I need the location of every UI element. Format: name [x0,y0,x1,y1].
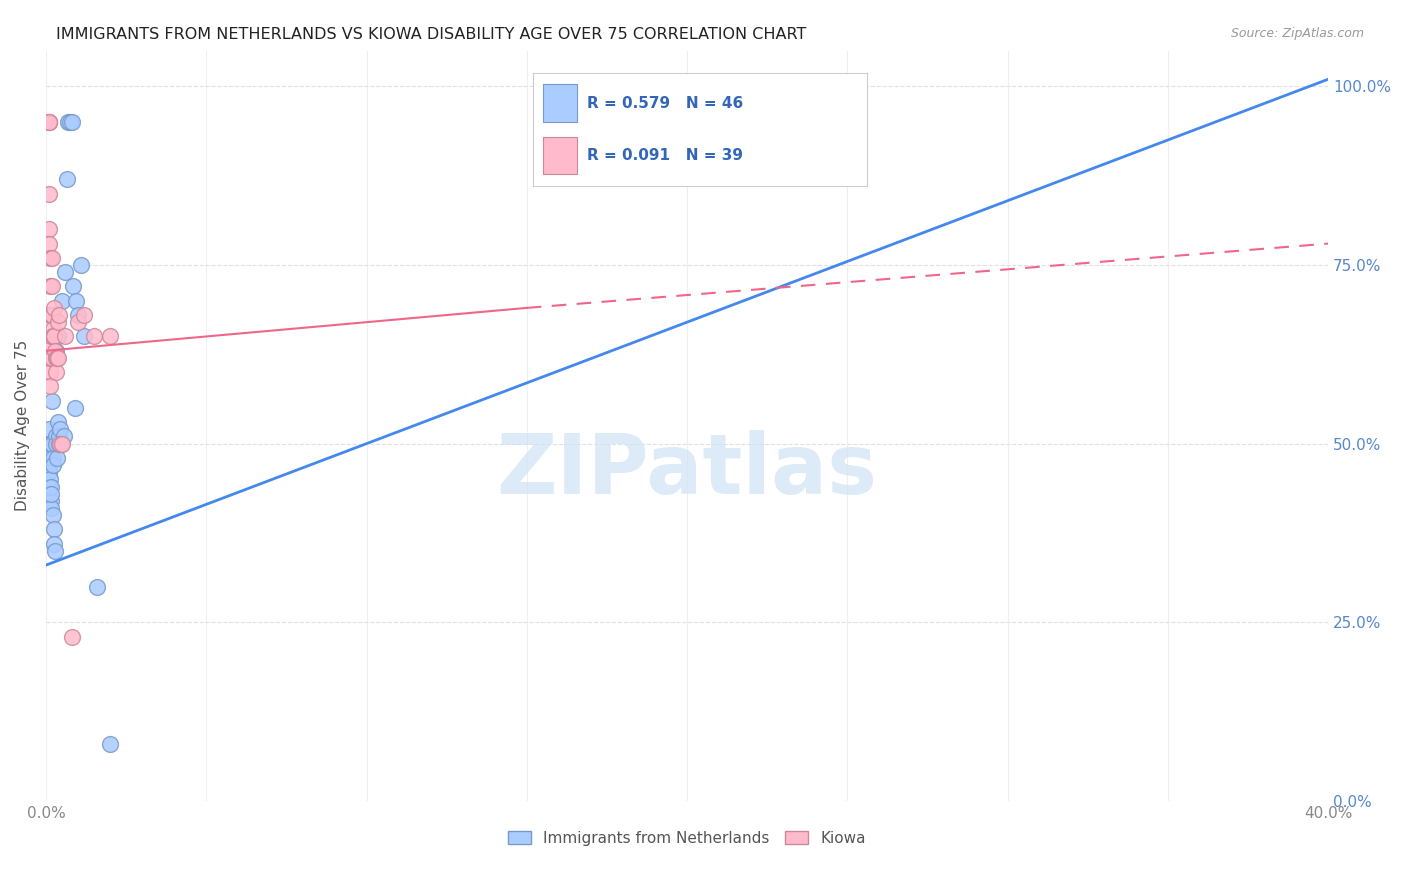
Point [73,329,96,343]
Point [48,436,70,450]
Point [38,186,60,201]
Point [39,500,62,515]
Point [66,308,89,322]
Point [41,308,63,322]
Point [65,293,87,308]
Point [45,429,67,443]
Point [39,493,62,508]
Point [39,379,62,393]
Point [98,737,121,751]
Point [42,522,65,536]
Point [39,472,62,486]
Point [83,329,105,343]
Point [49,436,72,450]
Point [46,415,69,429]
Point [38,436,60,450]
Point [86,580,108,594]
Point [38,436,60,450]
Point [41,251,63,265]
Point [46,329,69,343]
Point [39,486,62,500]
Point [51,436,73,450]
Point [45,343,67,358]
Point [45,450,67,465]
Point [42,301,65,315]
Point [39,308,62,322]
Point [38,115,60,129]
Point [39,329,62,343]
Point [59,115,82,129]
Point [39,365,62,379]
Point [42,508,65,522]
Point [60,115,83,129]
Point [39,336,62,351]
Point [53,329,76,343]
Text: ZIPatlas: ZIPatlas [496,430,877,511]
Point [52,429,75,443]
Point [60,630,83,644]
Point [38,115,60,129]
Point [48,429,70,443]
Point [53,265,76,279]
Point [44,544,66,558]
Point [39,351,62,365]
Point [45,351,67,365]
Point [38,450,60,465]
Point [62,279,84,293]
Y-axis label: Disability Age Over 75: Disability Age Over 75 [15,340,30,511]
Point [41,351,63,365]
Point [38,251,60,265]
Point [73,308,96,322]
Point [41,436,63,450]
Point [38,479,60,493]
Point [45,351,67,365]
Point [49,436,72,450]
Text: IMMIGRANTS FROM NETHERLANDS VS KIOWA DISABILITY AGE OVER 75 CORRELATION CHART: IMMIGRANTS FROM NETHERLANDS VS KIOWA DIS… [56,27,807,42]
Point [44,329,66,343]
Point [38,115,60,129]
Point [98,329,121,343]
Point [49,422,72,436]
Point [41,279,63,293]
Point [41,393,63,408]
Point [56,172,79,186]
Point [38,443,60,458]
Point [42,322,65,336]
Point [44,343,66,358]
Point [38,458,60,472]
Point [38,279,60,293]
Point [48,308,70,322]
Point [38,465,60,479]
Point [42,450,65,465]
Point [42,458,65,472]
Point [46,315,69,329]
Point [44,536,66,550]
Point [39,479,62,493]
Point [63,401,86,415]
Point [41,308,63,322]
Text: Source: ZipAtlas.com: Source: ZipAtlas.com [1230,27,1364,40]
Point [58,115,80,129]
Point [38,422,60,436]
Point [38,222,60,236]
Point [66,315,89,329]
Point [45,365,67,379]
Point [51,293,73,308]
Point [46,351,69,365]
Point [38,236,60,251]
Point [42,329,65,343]
Point [38,308,60,322]
Point [45,436,67,450]
Point [70,258,93,272]
Legend: Immigrants from Netherlands, Kiowa: Immigrants from Netherlands, Kiowa [509,830,866,846]
